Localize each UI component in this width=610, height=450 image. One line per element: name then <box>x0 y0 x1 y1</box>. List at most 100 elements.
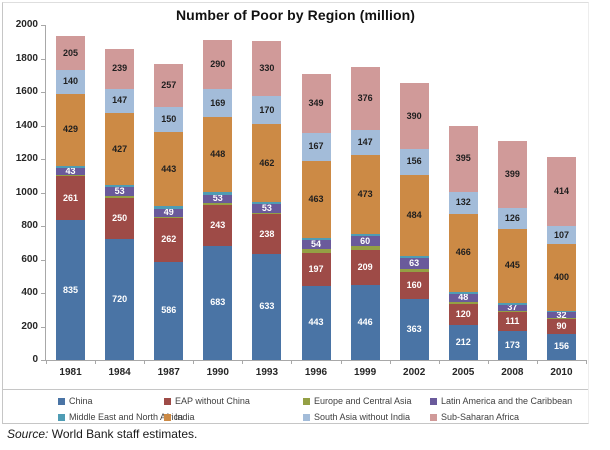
bar-segment <box>203 192 233 195</box>
bar-segment <box>105 196 135 198</box>
source-note: Source: World Bank staff estimates. <box>7 427 197 441</box>
bar-segment-label: 399 <box>504 168 520 179</box>
x-axis-line <box>45 360 587 361</box>
bar-segment-label: 170 <box>259 104 275 115</box>
x-axis-label: 1984 <box>108 367 131 378</box>
legend-separator <box>3 389 588 390</box>
x-axis-label: 1993 <box>255 367 279 378</box>
x-axis-tick <box>144 361 146 364</box>
bar-segment: 156 <box>399 148 429 175</box>
bar-segment-label: 484 <box>406 209 422 220</box>
x-axis-tick <box>586 361 587 364</box>
y-axis-label: 2000 <box>15 19 38 30</box>
bar-segment: 197 <box>301 252 331 286</box>
x-axis-tick <box>487 361 489 364</box>
y-axis-tick <box>41 192 46 194</box>
bar-segment <box>252 212 282 215</box>
legend-swatch-icon <box>164 413 171 421</box>
x-axis-tick <box>193 361 195 364</box>
bar-segment: 53 <box>252 202 282 213</box>
x-axis-label: 2005 <box>452 367 475 378</box>
x-axis-tick <box>389 361 391 364</box>
y-axis-label: 200 <box>21 320 38 332</box>
bar-segment: 484 <box>399 174 429 256</box>
bar-segment-label: 395 <box>455 153 471 164</box>
bar-segment <box>546 317 576 319</box>
bar-segment: 376 <box>350 67 380 131</box>
bar-segment: 53 <box>203 193 233 204</box>
bar-segment-label: 243 <box>210 219 226 230</box>
bar-segment-label: 107 <box>553 229 569 240</box>
x-axis-tick <box>438 361 440 364</box>
legend-label: Sub-Saharan Africa <box>441 412 520 422</box>
bar-segment-label: 683 <box>210 297 226 308</box>
y-axis-label: 1000 <box>15 186 38 198</box>
legend-label: Middle East and North Africa <box>69 412 184 422</box>
y-axis-tick <box>41 125 46 127</box>
bar-segment: 167 <box>301 132 331 161</box>
bar-segment-label: 448 <box>210 149 226 160</box>
y-axis-label: 600 <box>21 253 38 265</box>
x-axis-label: 2002 <box>403 367 426 378</box>
bar-segment: 257 <box>154 63 184 107</box>
bar-segment: 261 <box>56 176 86 221</box>
chart-title: Number of Poor by Region (million) <box>175 7 416 23</box>
bar-segment: 349 <box>301 74 331 133</box>
bar-segment: 160 <box>399 272 429 300</box>
legend-item: South Asia without India <box>303 412 410 422</box>
bar-segment: 120 <box>448 304 478 325</box>
x-axis-label: 2010 <box>550 367 573 378</box>
legend-item: Europe and Central Asia <box>303 396 412 406</box>
bar-segment-label: 414 <box>553 186 569 196</box>
y-axis-tick <box>41 25 46 26</box>
y-axis-label: 1400 <box>15 119 38 131</box>
x-axis-tick <box>291 361 293 364</box>
bar-segment-label: 205 <box>63 47 79 58</box>
bar-segment: 32 <box>546 309 576 320</box>
bar-segment: 443 <box>301 285 331 360</box>
bar-segment-label: 140 <box>63 76 79 87</box>
bar-segment-label: 835 <box>63 284 79 295</box>
bar-segment-label: 32 <box>556 309 567 320</box>
legend-swatch-icon <box>303 397 310 405</box>
x-axis-tick <box>95 361 97 364</box>
legend-label: Europe and Central Asia <box>314 396 412 406</box>
bar-segment: 250 <box>105 197 135 240</box>
bar-segment-label: 53 <box>114 186 125 197</box>
bar-segment: 835 <box>56 220 86 360</box>
bar-segment-label: 473 <box>357 188 373 199</box>
bar-segment-label: 443 <box>308 317 324 328</box>
bar-segment-label: 43 <box>65 166 76 176</box>
bar-segment: 399 <box>497 140 527 208</box>
bar-segment-label: 633 <box>259 301 275 312</box>
bar-segment: 60 <box>350 236 380 247</box>
bar-segment: 239 <box>105 48 135 89</box>
bar-segment-label: 53 <box>212 193 223 204</box>
bar-segment: 170 <box>252 95 282 125</box>
bar-segment-label: 238 <box>259 228 275 239</box>
bar-segment: 390 <box>399 83 429 149</box>
bar-segment <box>448 292 478 294</box>
bar-segment-label: 53 <box>261 202 272 213</box>
x-axis-label: 1996 <box>304 367 328 378</box>
bar-segment: 473 <box>350 154 380 234</box>
bar-segment: 147 <box>350 130 380 155</box>
y-axis-tick <box>41 159 46 160</box>
bar-segment <box>399 256 429 259</box>
source-body: World Bank staff estimates. <box>51 427 198 441</box>
legend-label: India <box>175 412 195 422</box>
x-axis-tick <box>242 361 244 364</box>
x-axis-tick <box>340 361 342 364</box>
bar-segment-label: 239 <box>112 63 128 74</box>
bar-segment-label: 160 <box>406 280 422 291</box>
bar-segment-label: 463 <box>308 193 324 204</box>
y-axis-label: 0 <box>32 354 38 365</box>
x-axis-label: 1987 <box>157 367 180 378</box>
bar-segment: 169 <box>203 89 233 118</box>
bar-segment-label: 466 <box>455 247 471 258</box>
bar-segment: 111 <box>497 312 527 332</box>
bar-segment-label: 429 <box>63 124 79 135</box>
bar-segment-label: 209 <box>357 262 373 273</box>
bar-segment: 446 <box>350 285 380 360</box>
bar-segment: 150 <box>154 106 184 133</box>
